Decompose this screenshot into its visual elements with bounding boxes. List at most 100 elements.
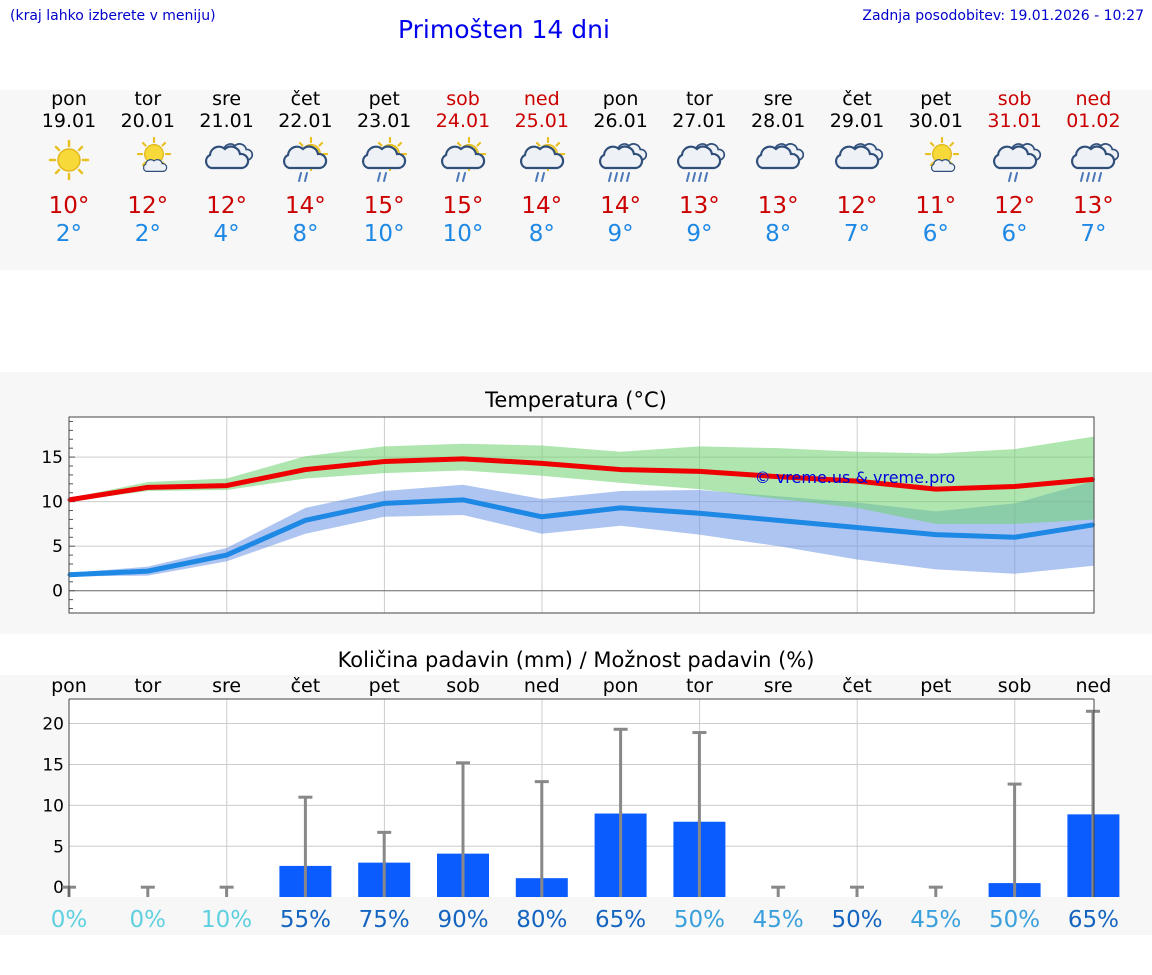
day-date: 23.01 <box>356 110 412 132</box>
temp-min: 7° <box>843 221 871 247</box>
temp-max: 14° <box>285 193 326 219</box>
temp-min: 6° <box>922 221 949 247</box>
forecast-day: pon 19.01 10° 2° <box>29 88 109 248</box>
day-name: čet <box>290 88 321 110</box>
temp-min: 10° <box>442 221 484 247</box>
precipitation-day-label: ned <box>1076 675 1112 697</box>
temp-min: 8° <box>528 221 555 247</box>
precipitation-probability-label: 50% <box>674 907 725 933</box>
precipitation-probability-label: 80% <box>516 907 567 933</box>
min-temperature-line-point <box>855 525 859 529</box>
day-date: 25.01 <box>514 110 569 132</box>
precipitation-probability-label: 50% <box>831 907 882 933</box>
temp-min: 6° <box>1001 221 1028 247</box>
forecast-day: sre 21.01 12° 4° <box>187 88 267 248</box>
sun-cloud-rain-icon <box>440 136 487 182</box>
precipitation-probability-label: 75% <box>359 907 410 933</box>
precipitation-day-label: ned <box>524 675 560 697</box>
precipitation-chart: pon tor sre čet pet sob ned pon tor sre čet pet sob n… <box>42 675 1120 933</box>
cloud-heavy-rain-icon <box>1071 143 1120 182</box>
temp-max: 14° <box>521 193 563 219</box>
precipitation-y-tick-label: 5 <box>53 837 64 857</box>
day-name: čet <box>842 88 872 110</box>
day-name: ned <box>1075 88 1112 110</box>
precipitation-y-tick-label: 0 <box>53 878 64 898</box>
temp-max: 15° <box>442 193 484 219</box>
temp-max: 13° <box>1073 193 1114 219</box>
precipitation-day-label: pet <box>920 675 951 697</box>
forecast-day: tor 27.01 13° 9° <box>659 88 739 248</box>
precipitation-probability-label: 90% <box>437 907 488 933</box>
precipitation-plot-area <box>69 699 1094 897</box>
day-name: ned <box>523 88 560 110</box>
precipitation-probability-label: 65% <box>595 907 646 933</box>
max-temperature-line-point <box>461 457 465 461</box>
temperature-chart-title: Temperatura (°C) <box>485 388 667 412</box>
day-name: pon <box>602 88 639 110</box>
temp-max: 15° <box>363 193 405 219</box>
forecast-day: ned 25.01 14° 8° <box>502 88 582 248</box>
temperature-y-tick-label: 0 <box>52 582 63 602</box>
forecast-day: tor 20.01 12° 2° <box>108 88 188 248</box>
temp-min: 4° <box>213 221 240 247</box>
day-date: 26.01 <box>593 110 648 132</box>
min-temperature-line-point <box>934 533 938 537</box>
forecast-day: ned 01.02 13° 7° <box>1053 88 1133 248</box>
max-temperature-line-point <box>540 461 544 465</box>
temp-min: 2° <box>55 221 83 247</box>
precipitation-day-label: sob <box>446 675 480 697</box>
temp-max: 12° <box>994 193 1035 219</box>
min-temperature-line <box>68 497 1094 578</box>
forecast-strip-background <box>0 90 1152 270</box>
forecast-day: sob 24.01 15° 10° <box>423 88 503 248</box>
day-date: 20.01 <box>120 110 175 132</box>
day-name: pet <box>368 88 400 110</box>
temp-max: 13° <box>757 193 799 219</box>
precipitation-day-label: sob <box>998 675 1032 697</box>
temp-max: 14° <box>600 193 641 219</box>
forecast-day: čet 22.01 14° 8° <box>265 88 345 248</box>
day-name: pon <box>51 88 87 110</box>
max-temperature-line-point <box>697 469 701 473</box>
forecast-day: sre 28.01 13° 8° <box>738 88 818 248</box>
day-date: 29.01 <box>829 110 885 132</box>
min-temperature-line-point <box>303 518 307 522</box>
day-name: sre <box>763 88 793 110</box>
sun-cloud-rain-icon <box>519 136 566 182</box>
temperature-y-tick-label: 15 <box>41 448 63 468</box>
min-temperature-line-point <box>1013 535 1017 539</box>
temp-min: 9° <box>607 221 634 247</box>
temp-min: 8° <box>765 221 792 247</box>
location-hint: (kraj lahko izberete v meniju) <box>10 8 216 24</box>
temp-min: 7° <box>1080 221 1107 247</box>
precipitation-day-label: sre <box>212 675 241 697</box>
temp-min: 2° <box>134 221 161 247</box>
precipitation-day-label: čet <box>291 675 321 697</box>
max-temperature-line-point <box>382 460 386 464</box>
temp-max: 13° <box>679 193 720 219</box>
sun-cloud-rain-icon <box>283 136 329 182</box>
min-temperature-line-point <box>225 553 229 557</box>
precipitation-y-tick-label: 20 <box>42 715 64 735</box>
cloudy-icon <box>756 143 805 170</box>
day-date: 01.02 <box>1066 110 1121 132</box>
temp-max: 11° <box>915 193 957 219</box>
day-name: sre <box>212 88 242 110</box>
day-name: pet <box>920 88 952 110</box>
min-temperature-line-point <box>697 511 701 515</box>
max-temperature-line-point <box>855 479 859 483</box>
page-title: Primošten 14 dni <box>398 15 610 44</box>
day-name: tor <box>134 88 162 110</box>
temp-min: 8° <box>292 221 319 247</box>
min-temperature-line-point <box>776 518 780 522</box>
day-date: 28.01 <box>750 110 806 132</box>
temp-max: 10° <box>48 193 90 219</box>
precipitation-y-tick-label: 15 <box>42 755 64 775</box>
max-temperature-line-point <box>934 487 938 491</box>
precipitation-probability-label: 55% <box>280 907 331 933</box>
max-temperature-line-point <box>1013 484 1017 488</box>
cloudy-icon <box>834 143 884 170</box>
day-name: tor <box>685 88 713 110</box>
sun-cloud-icon <box>924 136 960 173</box>
day-name: sob <box>446 88 480 110</box>
